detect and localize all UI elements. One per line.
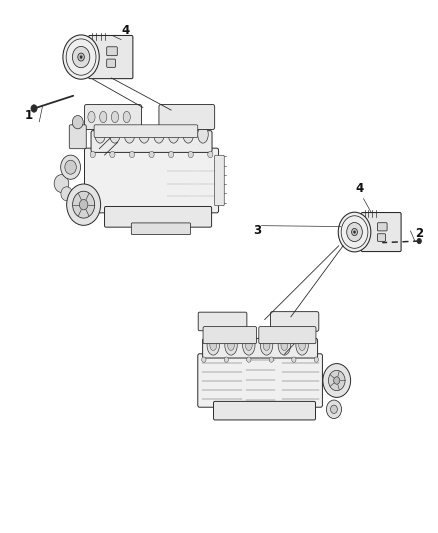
Ellipse shape [110, 126, 120, 143]
Circle shape [188, 151, 193, 158]
Circle shape [67, 184, 101, 225]
FancyBboxPatch shape [214, 401, 315, 420]
Circle shape [338, 212, 371, 252]
Circle shape [110, 151, 115, 158]
Ellipse shape [228, 340, 234, 351]
Circle shape [129, 151, 134, 158]
Ellipse shape [299, 340, 305, 351]
Circle shape [269, 357, 273, 362]
Ellipse shape [154, 126, 164, 143]
Circle shape [31, 105, 37, 112]
FancyBboxPatch shape [361, 213, 401, 252]
Circle shape [201, 357, 206, 362]
Circle shape [61, 187, 72, 201]
FancyBboxPatch shape [198, 354, 322, 407]
Ellipse shape [225, 335, 237, 355]
FancyBboxPatch shape [159, 104, 215, 130]
Circle shape [79, 199, 88, 210]
Circle shape [224, 357, 229, 362]
Ellipse shape [198, 126, 208, 143]
Ellipse shape [183, 126, 194, 143]
Ellipse shape [111, 111, 119, 123]
FancyBboxPatch shape [203, 338, 318, 358]
Ellipse shape [210, 340, 217, 351]
Text: 3: 3 [253, 224, 261, 238]
Ellipse shape [99, 111, 107, 123]
Ellipse shape [260, 335, 273, 355]
FancyBboxPatch shape [105, 206, 212, 227]
Circle shape [334, 377, 340, 384]
Circle shape [417, 238, 421, 244]
FancyBboxPatch shape [378, 234, 385, 241]
Ellipse shape [281, 340, 288, 351]
Circle shape [247, 357, 251, 362]
Ellipse shape [296, 335, 308, 355]
Text: 1: 1 [25, 109, 32, 122]
Circle shape [54, 175, 69, 192]
FancyBboxPatch shape [69, 125, 86, 149]
Ellipse shape [139, 126, 149, 143]
Ellipse shape [88, 111, 95, 123]
Circle shape [353, 231, 356, 233]
Ellipse shape [124, 126, 135, 143]
Circle shape [72, 116, 83, 129]
Text: 4: 4 [355, 182, 363, 195]
Circle shape [149, 151, 154, 158]
Text: 4: 4 [121, 23, 130, 37]
Ellipse shape [123, 111, 131, 123]
FancyBboxPatch shape [131, 223, 191, 235]
FancyBboxPatch shape [107, 59, 116, 67]
Circle shape [208, 151, 213, 158]
FancyBboxPatch shape [94, 125, 198, 138]
Circle shape [347, 222, 362, 241]
Circle shape [314, 357, 318, 362]
Circle shape [90, 151, 95, 158]
Circle shape [65, 160, 76, 174]
Ellipse shape [278, 335, 290, 355]
FancyBboxPatch shape [259, 327, 316, 344]
Circle shape [72, 46, 90, 68]
Circle shape [78, 53, 85, 61]
Circle shape [323, 364, 351, 398]
Ellipse shape [243, 335, 255, 355]
Circle shape [352, 229, 357, 236]
Circle shape [169, 151, 174, 158]
FancyBboxPatch shape [271, 312, 319, 332]
FancyBboxPatch shape [88, 36, 133, 79]
FancyBboxPatch shape [198, 312, 247, 331]
Circle shape [326, 400, 342, 418]
Ellipse shape [168, 126, 179, 143]
Circle shape [331, 405, 337, 414]
FancyBboxPatch shape [378, 223, 387, 231]
FancyBboxPatch shape [203, 327, 257, 344]
Ellipse shape [263, 340, 270, 351]
FancyBboxPatch shape [85, 104, 141, 130]
Ellipse shape [207, 335, 219, 355]
Circle shape [73, 191, 95, 218]
FancyBboxPatch shape [85, 148, 219, 213]
Ellipse shape [95, 126, 106, 143]
Circle shape [328, 370, 345, 391]
Circle shape [292, 357, 296, 362]
Circle shape [61, 155, 81, 179]
FancyBboxPatch shape [107, 47, 117, 55]
FancyBboxPatch shape [91, 131, 212, 152]
Text: 2: 2 [415, 227, 423, 240]
Circle shape [63, 35, 99, 79]
FancyBboxPatch shape [215, 155, 224, 206]
Ellipse shape [245, 340, 252, 351]
Circle shape [80, 56, 82, 59]
